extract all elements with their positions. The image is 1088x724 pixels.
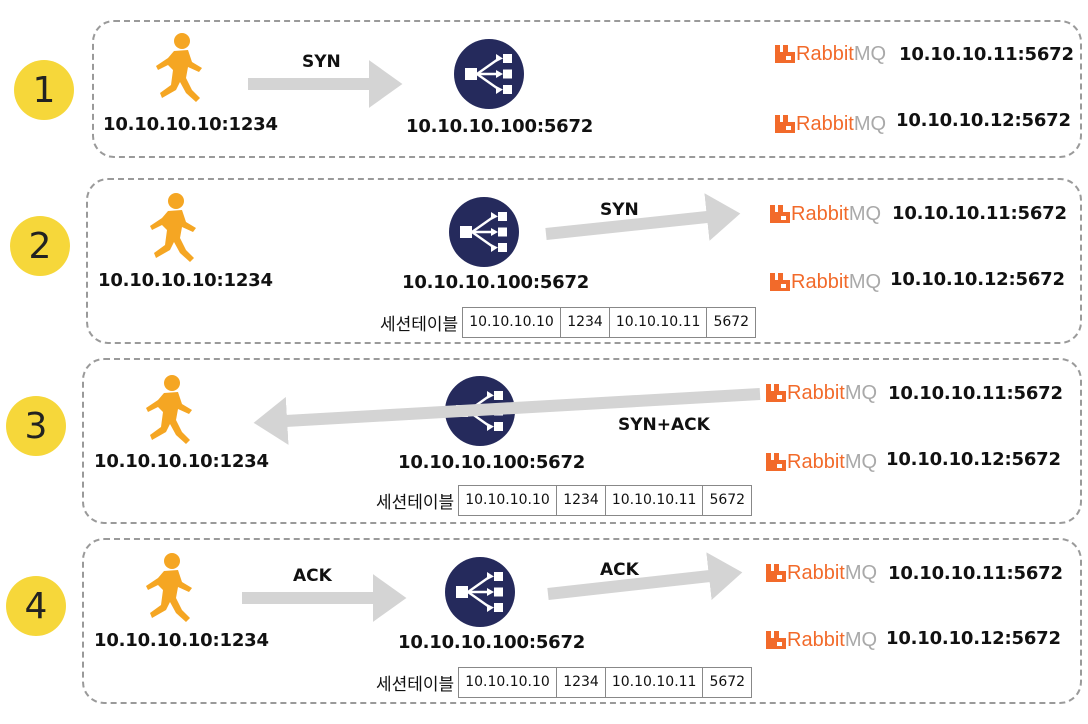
step-2-panel [86,178,1082,344]
rabbitmq-logo: Rabbit MQ [770,202,881,226]
load-balancer-icon [444,556,516,628]
server-1-address: 10.10.10.11:5672 [888,383,1063,404]
balancer-address: 10.10.10.100:5672 [398,452,586,473]
step-2-badge: 2 [10,216,70,276]
rabbitmq-logo: Rabbit MQ [766,381,877,405]
session-cell: 1234 [556,666,606,698]
session-cell: 10.10.10.10 [462,306,562,338]
balancer-address: 10.10.10.100:5672 [406,116,594,137]
session-cell: 5672 [706,306,757,338]
server-1-address: 10.10.10.11:5672 [892,203,1067,224]
step-4-panel [82,538,1082,704]
rabbitmq-logo-icon [766,384,786,402]
server-2-address: 10.10.10.12:5672 [896,110,1071,131]
rabbitmq-logo-icon [770,205,790,223]
rabbitmq-logo: Rabbit MQ [775,112,886,136]
session-table: 세션테이블 10.10.10.10 1234 10.10.10.11 5672 [376,484,753,516]
session-table-grid: 10.10.10.10 1234 10.10.10.11 5672 [458,666,753,698]
server-1-address: 10.10.10.11:5672 [888,563,1063,584]
session-table-grid: 10.10.10.10 1234 10.10.10.11 5672 [462,306,757,338]
step-4-badge: 4 [6,576,66,636]
server-1-address: 10.10.10.11:5672 [899,44,1074,65]
load-balancer-icon [453,38,525,110]
arrow-label: SYN+ACK [618,415,710,435]
server-2-address: 10.10.10.12:5672 [890,269,1065,290]
rabbitmq-logo: Rabbit MQ [770,270,881,294]
balancer-address: 10.10.10.100:5672 [398,632,586,653]
session-cell: 10.10.10.11 [604,484,704,516]
rabbitmq-logo-icon [770,273,790,291]
session-cell: 10.10.10.11 [604,666,704,698]
runner-icon [148,32,208,112]
rabbitmq-logo: Rabbit MQ [766,450,877,474]
session-cell: 10.10.10.10 [458,666,558,698]
rabbitmq-logo-icon [775,45,795,63]
session-cell: 10.10.10.11 [608,306,708,338]
rabbitmq-logo-icon [775,115,795,133]
session-cell: 5672 [702,484,753,516]
server-2-address: 10.10.10.12:5672 [886,628,1061,649]
client-address: 10.10.10.10:1234 [94,630,269,651]
step-3-badge: 3 [6,396,66,456]
balancer-address: 10.10.10.100:5672 [402,272,590,293]
rabbitmq-logo-icon [766,564,786,582]
session-cell: 10.10.10.10 [458,484,558,516]
load-balancer-icon [444,375,516,447]
client-address: 10.10.10.10:1234 [103,114,278,135]
rabbitmq-logo: Rabbit MQ [766,628,877,652]
session-table: 세션테이블 10.10.10.10 1234 10.10.10.11 5672 [376,666,753,698]
session-table-caption: 세션테이블 [376,674,455,695]
session-table-caption: 세션테이블 [376,492,455,513]
step-1-panel [92,20,1082,158]
runner-icon [142,192,202,272]
arrow-label: ACK [600,560,639,580]
session-cell: 5672 [702,666,753,698]
arrow-label: ACK [293,566,332,586]
session-table: 세션테이블 10.10.10.10 1234 10.10.10.11 5672 [380,306,757,338]
session-cell: 1234 [560,306,610,338]
session-table-caption: 세션테이블 [380,314,459,335]
runner-icon [138,374,198,454]
session-table-grid: 10.10.10.10 1234 10.10.10.11 5672 [458,484,753,516]
step-1-badge: 1 [14,60,74,120]
step-3-panel [82,358,1082,524]
rabbitmq-logo-icon [766,453,786,471]
rabbitmq-logo-icon [766,631,786,649]
session-cell: 1234 [556,484,606,516]
load-balancer-icon [448,196,520,268]
arrow-label: SYN [302,52,341,72]
server-2-address: 10.10.10.12:5672 [886,449,1061,470]
client-address: 10.10.10.10:1234 [98,270,273,291]
rabbitmq-logo: Rabbit MQ [766,561,877,585]
runner-icon [138,552,198,632]
arrow-label: SYN [600,200,639,220]
rabbitmq-logo: Rabbit MQ [775,42,886,66]
client-address: 10.10.10.10:1234 [94,451,269,472]
